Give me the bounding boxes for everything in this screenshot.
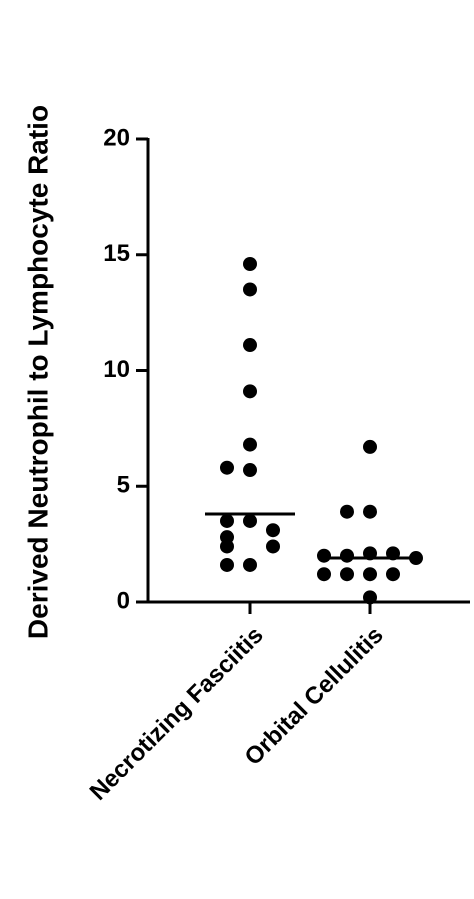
data-point xyxy=(409,551,423,566)
data-point xyxy=(340,567,354,582)
data-point xyxy=(363,504,377,519)
data-point xyxy=(243,513,257,528)
data-point xyxy=(340,504,354,519)
data-point xyxy=(266,523,280,538)
x-tick-label: Necrotizing Fasciitis xyxy=(85,622,269,806)
data-point xyxy=(220,513,234,528)
data-point xyxy=(220,460,234,475)
data-point xyxy=(220,557,234,572)
data-point xyxy=(243,257,257,272)
data-point xyxy=(243,384,257,399)
data-point xyxy=(317,567,331,582)
y-tick-label: 20 xyxy=(103,124,130,151)
data-point xyxy=(266,539,280,554)
data-point xyxy=(363,590,377,605)
data-point xyxy=(340,548,354,563)
data-point xyxy=(243,557,257,572)
data-point xyxy=(363,567,377,582)
data-point xyxy=(243,437,257,452)
y-tick-label: 10 xyxy=(103,356,130,383)
data-point xyxy=(243,463,257,478)
y-tick-label: 5 xyxy=(117,472,130,499)
data-point xyxy=(243,282,257,297)
data-point xyxy=(386,567,400,582)
y-tick-label: 15 xyxy=(103,240,130,267)
data-point xyxy=(243,338,257,353)
y-axis-label: Derived Neutrophil to Lymphocyte Ratio xyxy=(22,105,53,639)
data-point xyxy=(220,539,234,554)
data-point xyxy=(363,439,377,454)
data-point xyxy=(317,548,331,563)
y-tick-label: 0 xyxy=(117,587,130,614)
